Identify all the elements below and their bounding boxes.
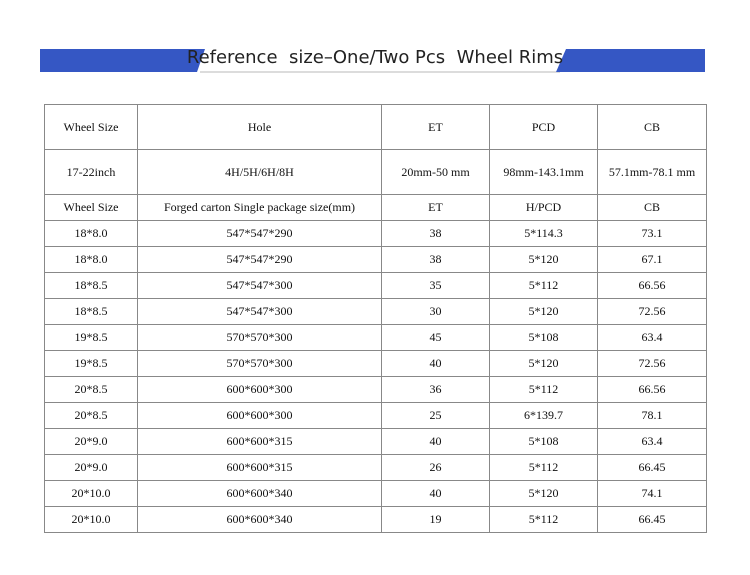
table-cell: 18*8.5 xyxy=(44,298,138,325)
table-cell: 78.1 xyxy=(597,402,707,429)
table-cell: 570*570*300 xyxy=(137,350,382,377)
table-cell: 72.56 xyxy=(597,350,707,377)
banner-left xyxy=(40,49,205,72)
table-cell: Forged carton Single package size(mm) xyxy=(137,194,382,221)
table-cell: 18*8.5 xyxy=(44,272,138,299)
table-cell: 5*114.3 xyxy=(489,220,598,247)
table-cell: 600*600*340 xyxy=(137,506,382,533)
table-cell: 63.4 xyxy=(597,324,707,351)
table-cell: 74.1 xyxy=(597,480,707,507)
table-row: 20*10.0 600*600*340 40 5*120 74.1 xyxy=(44,480,707,507)
banner-right xyxy=(556,49,705,72)
table-cell: 36 xyxy=(381,376,490,403)
table-cell: 20*9.0 xyxy=(44,454,138,481)
table-row: 20*8.5 600*600*300 25 6*139.7 78.1 xyxy=(44,402,707,429)
table-row: Wheel Size Forged carton Single package s… xyxy=(44,194,707,221)
table-row: 19*8.5 570*570*300 45 5*108 63.4 xyxy=(44,324,707,351)
table-cell: 5*120 xyxy=(489,246,598,273)
table-cell: ET xyxy=(381,104,490,150)
table-cell: 72.56 xyxy=(597,298,707,325)
banner xyxy=(40,49,705,73)
table-row: 18*8.5 547*547*300 30 5*120 72.56 xyxy=(44,298,707,325)
table-cell: 18*8.0 xyxy=(44,220,138,247)
table-cell: CB xyxy=(597,104,707,150)
table-cell: 600*600*300 xyxy=(137,402,382,429)
table-cell: 547*547*300 xyxy=(137,272,382,299)
table-cell: 66.56 xyxy=(597,376,707,403)
table-cell: 600*600*340 xyxy=(137,480,382,507)
table-cell: 40 xyxy=(381,428,490,455)
table-cell: 66.56 xyxy=(597,272,707,299)
table-cell: 66.45 xyxy=(597,454,707,481)
table-cell: Hole xyxy=(137,104,382,150)
table-cell: 5*120 xyxy=(489,298,598,325)
table-cell: 6*139.7 xyxy=(489,402,598,429)
table-cell: 570*570*300 xyxy=(137,324,382,351)
table-row: 18*8.0 547*547*290 38 5*120 67.1 xyxy=(44,246,707,273)
table-cell: 5*108 xyxy=(489,428,598,455)
table-cell: 19*8.5 xyxy=(44,350,138,377)
table-cell: 5*112 xyxy=(489,454,598,481)
table-row: 18*8.0 547*547*290 38 5*114.3 73.1 xyxy=(44,220,707,247)
table-row: 20*9.0 600*600*315 40 5*108 63.4 xyxy=(44,428,707,455)
table-cell: 26 xyxy=(381,454,490,481)
table-cell: 20*8.5 xyxy=(44,402,138,429)
table-cell: 38 xyxy=(381,246,490,273)
spec-table: Wheel Size Hole ET PCD CB 17-22inch 4H/5H/6H/8… xyxy=(44,104,707,533)
table-row: 20*10.0 600*600*340 19 5*112 66.45 xyxy=(44,506,707,533)
table-cell: 600*600*315 xyxy=(137,428,382,455)
table-cell: ET xyxy=(381,194,490,221)
table-cell: 20mm-50 mm xyxy=(381,149,490,195)
table-row: Wheel Size Hole ET PCD CB xyxy=(44,104,707,150)
table-cell: Wheel Size xyxy=(44,194,138,221)
table-cell: 20*9.0 xyxy=(44,428,138,455)
table-cell: CB xyxy=(597,194,707,221)
table-cell: 18*8.0 xyxy=(44,246,138,273)
table-cell: PCD xyxy=(489,104,598,150)
table-cell: 67.1 xyxy=(597,246,707,273)
table-cell: 45 xyxy=(381,324,490,351)
table-cell: 63.4 xyxy=(597,428,707,455)
table-cell: 5*108 xyxy=(489,324,598,351)
table-cell: 57.1mm-78.1 mm xyxy=(597,149,707,195)
table-row: 20*8.5 600*600*300 36 5*112 66.56 xyxy=(44,376,707,403)
table-cell: 600*600*300 xyxy=(137,376,382,403)
table-cell: 20*10.0 xyxy=(44,506,138,533)
table-row: 17-22inch 4H/5H/6H/8H 20mm-50 mm 98mm-143.1… xyxy=(44,149,707,195)
table-cell: 19 xyxy=(381,506,490,533)
table-cell: H/PCD xyxy=(489,194,598,221)
table-cell: 20*8.5 xyxy=(44,376,138,403)
table-cell: 4H/5H/6H/8H xyxy=(137,149,382,195)
table-cell: 40 xyxy=(381,350,490,377)
table-cell: 30 xyxy=(381,298,490,325)
table-cell: 66.45 xyxy=(597,506,707,533)
table-cell: 600*600*315 xyxy=(137,454,382,481)
table-cell: 19*8.5 xyxy=(44,324,138,351)
table-cell: 5*112 xyxy=(489,376,598,403)
table-cell: 5*112 xyxy=(489,506,598,533)
table-cell: Wheel Size xyxy=(44,104,138,150)
table-cell: 547*547*290 xyxy=(137,220,382,247)
table-cell: 547*547*300 xyxy=(137,298,382,325)
table-cell: 98mm-143.1mm xyxy=(489,149,598,195)
table-cell: 25 xyxy=(381,402,490,429)
table-cell: 5*120 xyxy=(489,480,598,507)
table-row: 20*9.0 600*600*315 26 5*112 66.45 xyxy=(44,454,707,481)
title: Reference size–One/Two Pcs Wheel Rims xyxy=(186,47,564,68)
table-cell: 5*120 xyxy=(489,350,598,377)
table-cell: 35 xyxy=(381,272,490,299)
table-cell: 20*10.0 xyxy=(44,480,138,507)
table-row: 19*8.5 570*570*300 40 5*120 72.56 xyxy=(44,350,707,377)
table-cell: 73.1 xyxy=(597,220,707,247)
table-row: 18*8.5 547*547*300 35 5*112 66.56 xyxy=(44,272,707,299)
table-cell: 5*112 xyxy=(489,272,598,299)
table-cell: 40 xyxy=(381,480,490,507)
table-cell: 17-22inch xyxy=(44,149,138,195)
table-cell: 547*547*290 xyxy=(137,246,382,273)
table-cell: 38 xyxy=(381,220,490,247)
